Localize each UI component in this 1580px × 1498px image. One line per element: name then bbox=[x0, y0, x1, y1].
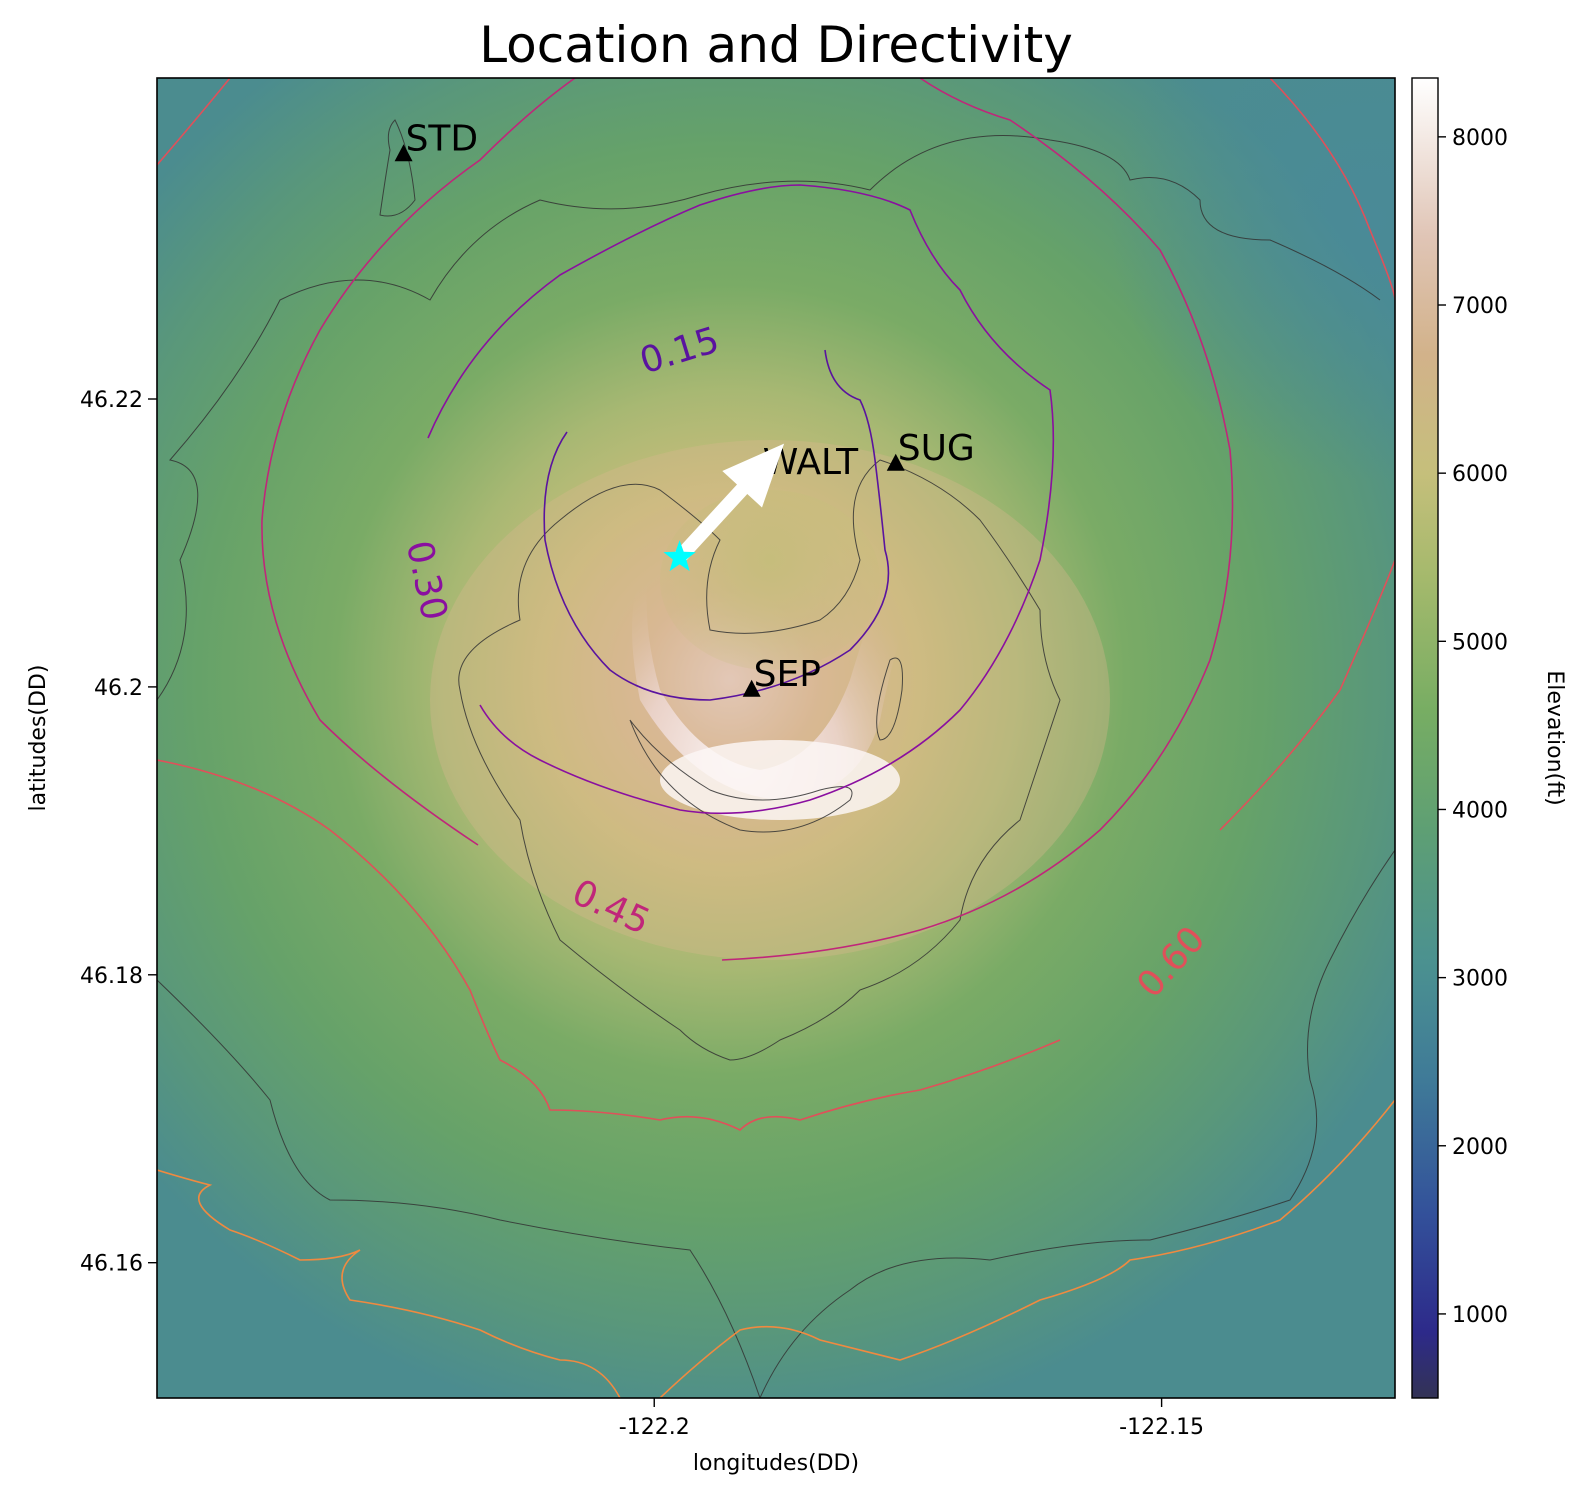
colorbar bbox=[1411, 77, 1439, 1399]
plot-frame bbox=[156, 77, 1396, 1399]
x-tick-label: -122.2 bbox=[619, 1415, 690, 1440]
station-sep-label: SEP bbox=[754, 654, 821, 695]
terrain-lowland-ne bbox=[157, 78, 1395, 1398]
colorbar-tick-label: 1000 bbox=[1452, 1303, 1508, 1328]
x-axis-ticks: -122.2 -122.15 bbox=[619, 1398, 1204, 1440]
colorbar-ticks: 1000 2000 3000 4000 5000 6000 7000 8000 bbox=[1438, 126, 1508, 1328]
directivity-arrow bbox=[674, 443, 785, 563]
colorbar-tick-label: 3000 bbox=[1452, 967, 1508, 992]
y-tick-label: 46.16 bbox=[80, 1252, 143, 1277]
elevation-contour-outer bbox=[157, 135, 1395, 1398]
terrain-upper-slopes bbox=[430, 440, 1110, 960]
terrain-crater-rim bbox=[632, 520, 937, 800]
directivity-contours bbox=[157, 78, 1395, 1398]
contour-line-0.60 bbox=[157, 78, 1395, 1131]
contour-line-0.75 bbox=[157, 1099, 1395, 1398]
chart-title: Location and Directivity bbox=[479, 16, 1073, 74]
station-sug-marker bbox=[886, 453, 905, 471]
colorbar-tick-label: 4000 bbox=[1452, 798, 1508, 823]
station-std-marker bbox=[394, 144, 413, 162]
y-axis-label: latitudes(DD) bbox=[26, 665, 51, 812]
colorbar-tick-label: 6000 bbox=[1452, 462, 1508, 487]
terrain-crater-floor bbox=[660, 490, 880, 670]
station-std-label: STD bbox=[406, 118, 479, 159]
directivity-arrow-layer bbox=[663, 443, 785, 572]
y-tick-label: 46.18 bbox=[80, 964, 143, 989]
y-tick-label: 46.2 bbox=[94, 676, 143, 701]
contour-line-0.45 bbox=[261, 78, 1234, 961]
contour-line-0.15 bbox=[543, 349, 890, 701]
colorbar-tick-label: 2000 bbox=[1452, 1135, 1508, 1160]
contour-line-0.30 bbox=[427, 184, 1055, 815]
colorbar-tick-label: 8000 bbox=[1452, 126, 1508, 151]
elevation-contour-std bbox=[379, 119, 416, 217]
terrain-summit-snow bbox=[660, 740, 900, 820]
colorbar-tick-label: 5000 bbox=[1452, 630, 1508, 655]
x-tick-label: -122.15 bbox=[1119, 1415, 1204, 1440]
x-axis-label: longitudes(DD) bbox=[693, 1451, 859, 1476]
elevation-contour-upper bbox=[458, 459, 1061, 1061]
station-sug-label: SUG bbox=[898, 428, 975, 469]
y-tick-label: 46.22 bbox=[80, 388, 143, 413]
y-axis-ticks: 46.22 46.2 46.18 46.16 bbox=[80, 388, 157, 1277]
source-star-icon bbox=[663, 540, 696, 572]
station-sep-marker bbox=[742, 679, 761, 697]
elevation-contour-ridge bbox=[876, 657, 903, 741]
colorbar-label: Elevation(ft) bbox=[1542, 670, 1567, 805]
colorbar-tick-label: 7000 bbox=[1452, 294, 1508, 319]
